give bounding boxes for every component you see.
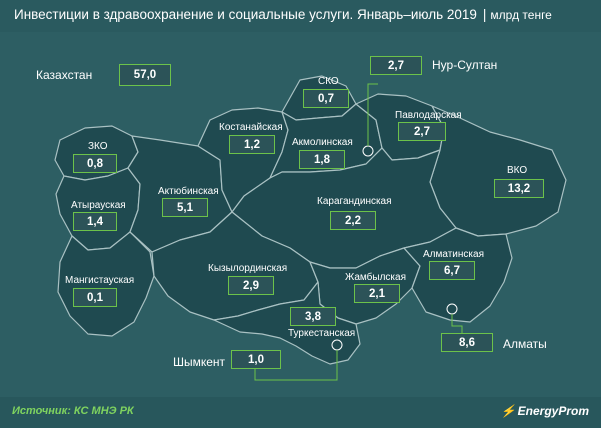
vko-value: 13,2 (494, 179, 544, 198)
shymkent-label: Шымкент (173, 355, 226, 369)
shymkent-value: 1,0 (231, 350, 281, 369)
kostanay-label: Костанайская (219, 122, 283, 133)
source-note: Источник: КС МНЭ РК (12, 405, 134, 417)
sko-label: СКО (318, 76, 339, 87)
title-text: Инвестиции в здравоохранение и социальны… (14, 7, 477, 22)
nursultan-value: 2,7 (370, 56, 422, 75)
almaty-leader (451, 314, 463, 333)
brand-name: EnergyProm (517, 404, 589, 418)
pavlodar-value: 2,7 (398, 122, 446, 141)
mangystau-label: Мангистауская (65, 275, 135, 286)
akmola-value: 1,8 (299, 150, 345, 169)
sko-value: 0,7 (303, 89, 349, 108)
aktobe-value: 5,1 (162, 198, 208, 217)
chart-title: Инвестиции в здравоохранение и социальны… (14, 7, 552, 22)
kyzylorda-value: 2,9 (228, 276, 274, 295)
almaty-obl-label: Алматинская (423, 249, 484, 260)
title-bar: Инвестиции в здравоохранение и социальны… (0, 0, 601, 32)
footer: Источник: КС МНЭ РК ⚡ EnergyProm (0, 397, 601, 428)
title-separator: | (482, 7, 487, 22)
akmola-label: Акмолинская (292, 137, 353, 148)
almaty-obl-value: 6,7 (429, 261, 475, 280)
zhambyl-value: 2,1 (354, 284, 400, 303)
lightning-icon: ⚡ (500, 404, 516, 418)
title-unit: млрд тенге (490, 8, 552, 22)
karaganda-label: Карагандинская (317, 196, 392, 207)
zko-label: ЗКО (88, 141, 108, 152)
region-turkestan (213, 281, 361, 365)
atyrau-value: 1,4 (73, 212, 117, 231)
nursultan-label: Нур-Султан (432, 58, 498, 72)
kostanay-value: 1,2 (229, 135, 275, 154)
nursultan-leader (367, 83, 378, 146)
almaty-value: 8,6 (441, 333, 493, 352)
karaganda-value: 2,2 (330, 211, 376, 230)
national-value: 57,0 (119, 64, 171, 86)
pavlodar-label: Павлодарская (395, 110, 462, 121)
atyrau-label: Атырауская (71, 200, 126, 211)
zhambyl-label: Жамбылская (345, 272, 406, 283)
turkestan-value: 3,8 (290, 307, 336, 326)
vko-label: ВКО (507, 165, 528, 176)
zko-value: 0,8 (73, 154, 117, 173)
region-vko (429, 105, 567, 237)
kyzylorda-label: Кызылординская (208, 263, 288, 274)
brand-logo: ⚡ EnergyProm (501, 404, 589, 418)
turkestan-label: Туркестанская (288, 328, 356, 339)
national-label: Казахстан (36, 68, 93, 82)
mangystau-value: 0,1 (73, 288, 117, 307)
region-mangystau (57, 231, 155, 337)
almaty-label: Алматы (503, 337, 547, 351)
shymkent-leader (254, 350, 338, 381)
aktobe-label: Актюбинская (158, 186, 219, 197)
